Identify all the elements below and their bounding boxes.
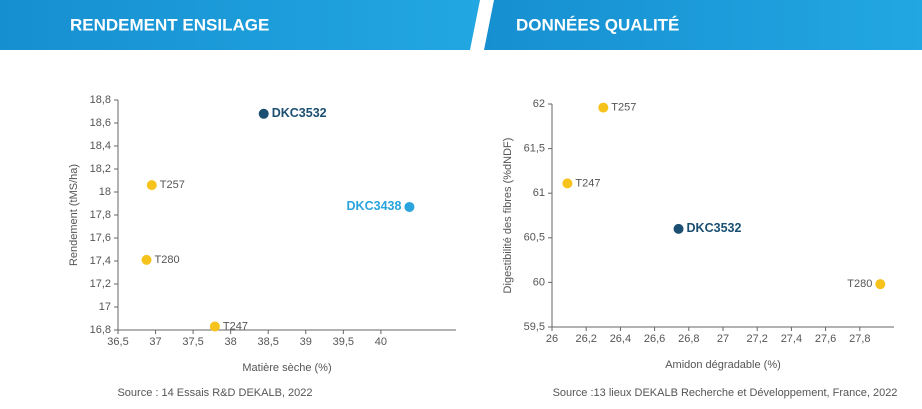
data-point <box>258 108 269 119</box>
y-tick-label: 61,5 <box>524 143 545 155</box>
y-tick-label: 16,8 <box>90 324 111 336</box>
y-tick-label: 60 <box>533 276 545 288</box>
source-note: Source :13 lieux DEKALB Recherche et Dév… <box>553 387 898 399</box>
x-tick-label: 26,6 <box>644 333 665 345</box>
x-axis-title: Matière sèche (%) <box>242 362 331 374</box>
x-tick-label: 26,8 <box>678 333 699 345</box>
y-tick-label: 61 <box>533 187 545 199</box>
x-tick-label: 27,6 <box>815 333 836 345</box>
x-tick-label: 40 <box>375 336 387 348</box>
data-point <box>598 102 609 113</box>
point-label: T280 <box>155 254 180 266</box>
y-tick-label: 62 <box>533 98 545 110</box>
data-point <box>146 180 157 191</box>
x-tick-label: 39 <box>300 336 312 348</box>
x-tick-label: 27,8 <box>849 333 870 345</box>
x-tick-label: 38 <box>225 336 237 348</box>
y-axis-title: Rendement (tMS/ha) <box>68 164 80 266</box>
data-point <box>404 201 415 212</box>
x-tick-label: 37 <box>149 336 161 348</box>
x-tick-label: 37,5 <box>182 336 203 348</box>
x-tick-label: 27,2 <box>746 333 767 345</box>
data-point <box>209 321 220 332</box>
y-tick-label: 17,2 <box>90 278 111 290</box>
x-tick-label: 26 <box>546 333 558 345</box>
point-label: DKC3532 <box>272 106 327 120</box>
y-tick-label: 18,6 <box>90 117 111 129</box>
y-tick-label: 17,4 <box>90 255 111 267</box>
x-axis-title: Amidon dégradable (%) <box>665 359 781 371</box>
point-label: DKC3438 <box>347 199 402 213</box>
point-label: T257 <box>611 101 636 113</box>
chart-title: DONNÉES QUALITÉ <box>516 15 679 34</box>
header-banner <box>0 0 480 50</box>
data-point <box>673 223 684 234</box>
y-tick-label: 18,8 <box>90 94 111 106</box>
x-tick-label: 39,5 <box>333 336 354 348</box>
header-banner <box>484 0 922 50</box>
data-point <box>141 254 152 265</box>
y-tick-label: 17 <box>99 301 111 313</box>
point-label: DKC3532 <box>687 221 742 235</box>
source-note: Source : 14 Essais R&D DEKALB, 2022 <box>117 387 312 399</box>
point-label: T247 <box>223 320 248 332</box>
chart-title: RENDEMENT ENSILAGE <box>70 15 269 34</box>
y-tick-label: 17,6 <box>90 232 111 244</box>
point-label: T280 <box>847 278 872 290</box>
y-axis-title: Digestibilité des fibres (%dNDF) <box>502 138 514 294</box>
x-tick-label: 36,5 <box>107 336 128 348</box>
x-tick-label: 27,4 <box>781 333 802 345</box>
point-label: T247 <box>575 177 600 189</box>
y-tick-label: 18 <box>99 186 111 198</box>
x-tick-label: 26,2 <box>575 333 596 345</box>
y-tick-label: 18,4 <box>90 140 111 152</box>
data-point <box>875 279 886 290</box>
y-tick-label: 17,8 <box>90 209 111 221</box>
data-point <box>562 178 573 189</box>
point-label: T257 <box>160 179 185 191</box>
x-tick-label: 26,4 <box>610 333 631 345</box>
x-tick-label: 38,5 <box>258 336 279 348</box>
y-tick-label: 18,2 <box>90 163 111 175</box>
y-tick-label: 59,5 <box>524 321 545 333</box>
x-tick-label: 27 <box>717 333 729 345</box>
y-tick-label: 60,5 <box>524 232 545 244</box>
